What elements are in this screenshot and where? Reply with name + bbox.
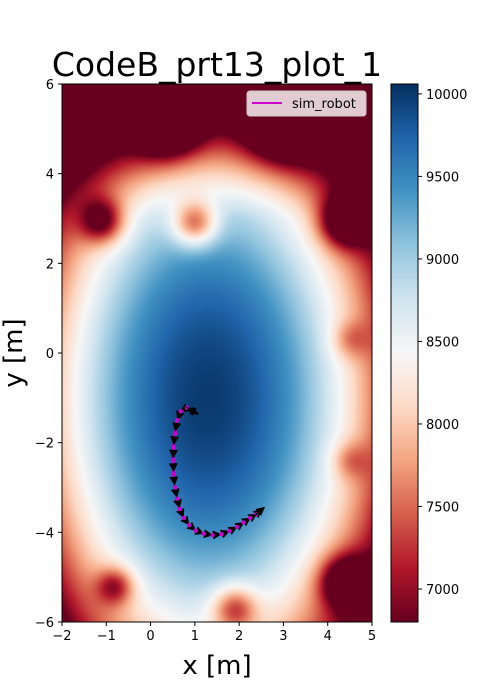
legend-label-sim-robot: sim_robot — [292, 97, 356, 112]
x-axis-label: x [m] — [182, 651, 251, 681]
x-tick-label: 2 — [235, 629, 243, 644]
chart-title: CodeB_prt13_plot_1 — [52, 45, 382, 84]
trajectory-point — [219, 531, 224, 537]
colorbar-tick-label: 8500 — [426, 335, 459, 350]
trajectory-point — [181, 515, 186, 521]
y-axis-ticks: −6 −4 −2 0 2 4 6 — [35, 78, 62, 631]
trajectory-point — [248, 515, 253, 521]
trajectory-point — [178, 409, 183, 414]
y-tick-label: 2 — [46, 257, 54, 272]
trajectory-point — [186, 522, 192, 528]
trajectory-point — [171, 444, 176, 450]
heatmap-image — [62, 84, 372, 622]
legend: sim_robot — [246, 90, 367, 117]
y-tick-label: −4 — [35, 526, 54, 541]
trajectory-point — [174, 496, 180, 501]
trajectory-arrow — [169, 476, 179, 486]
trajectory-point — [174, 418, 180, 423]
x-tick-label: 5 — [368, 629, 376, 644]
colorbar-tick-label: 7000 — [426, 583, 459, 598]
x-axis-ticks: −2 −1 0 1 2 3 4 5 — [52, 622, 376, 644]
trajectory-point — [210, 532, 215, 538]
trajectory-start-arrow — [185, 406, 200, 415]
x-tick-label: −2 — [52, 629, 71, 644]
trajectory-arrow — [173, 498, 182, 509]
plot-area — [61, 83, 373, 623]
colorbar-tick-label: 9500 — [426, 170, 459, 185]
trajectory-point — [170, 458, 176, 463]
trajectory-point — [172, 431, 178, 436]
trajectory-point — [171, 471, 176, 477]
trajectory-arrow — [172, 422, 182, 432]
colorbar-tick-label: 7500 — [426, 500, 459, 515]
trajectory-point — [234, 524, 240, 530]
trajectory-layer — [168, 403, 266, 540]
colorbar-ticks: 7000 7500 8000 8500 9000 9500 10000 — [418, 88, 467, 598]
trajectory-point — [172, 485, 178, 490]
trajectory-point — [227, 528, 232, 534]
x-tick-label: 3 — [279, 629, 287, 644]
trajectory-point — [241, 520, 246, 525]
colorbar-frame — [390, 83, 419, 623]
colorbar-tick-label: 8000 — [426, 418, 459, 433]
colorbar-tick-label: 10000 — [426, 88, 467, 103]
y-axis-label: y [m] — [0, 318, 29, 387]
y-tick-label: 4 — [46, 168, 54, 183]
trajectory-arrow — [170, 435, 180, 446]
trajectory-point — [201, 531, 206, 536]
colorbar-gradient — [391, 84, 418, 622]
trajectory-point — [193, 528, 198, 533]
y-tick-label: 0 — [46, 347, 54, 362]
colorbar: 7000 7500 8000 8500 9000 9500 10000 — [390, 83, 467, 623]
x-tick-label: 4 — [324, 629, 332, 644]
trajectory-end-arrow — [253, 506, 266, 517]
x-tick-label: 1 — [191, 629, 199, 644]
legend-box — [246, 90, 367, 117]
colorbar-tick-label: 9000 — [426, 253, 459, 268]
trajectory-arrow — [170, 488, 180, 498]
y-tick-label: −6 — [35, 616, 54, 631]
x-tick-label: −1 — [97, 629, 116, 644]
x-tick-label: 0 — [146, 629, 154, 644]
y-tick-label: 6 — [46, 78, 54, 93]
trajectory-point — [177, 506, 182, 512]
y-tick-label: −2 — [35, 437, 54, 452]
